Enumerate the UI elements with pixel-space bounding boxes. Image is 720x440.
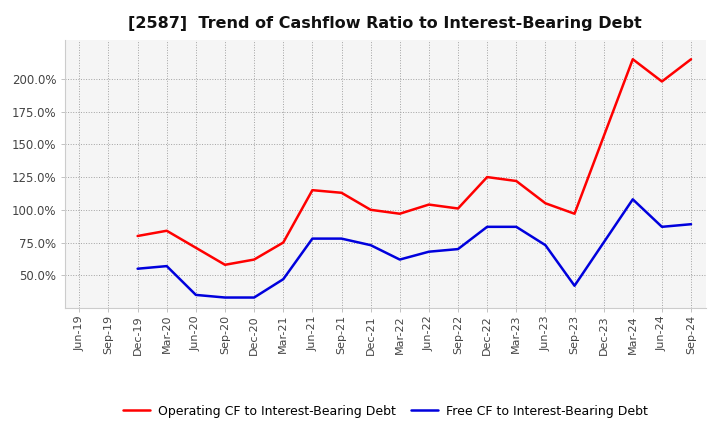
Operating CF to Interest-Bearing Debt xyxy=(220,262,229,268)
Free CF to Interest-Bearing Debt xyxy=(279,277,287,282)
Free CF to Interest-Bearing Debt xyxy=(570,283,579,288)
Operating CF to Interest-Bearing Debt xyxy=(454,206,462,211)
Operating CF to Interest-Bearing Debt xyxy=(687,57,696,62)
Line: Operating CF to Interest-Bearing Debt: Operating CF to Interest-Bearing Debt xyxy=(138,59,691,265)
Operating CF to Interest-Bearing Debt xyxy=(395,211,404,216)
Title: [2587]  Trend of Cashflow Ratio to Interest-Bearing Debt: [2587] Trend of Cashflow Ratio to Intere… xyxy=(128,16,642,32)
Operating CF to Interest-Bearing Debt xyxy=(425,202,433,207)
Free CF to Interest-Bearing Debt xyxy=(512,224,521,230)
Operating CF to Interest-Bearing Debt xyxy=(629,57,637,62)
Free CF to Interest-Bearing Debt xyxy=(687,222,696,227)
Free CF to Interest-Bearing Debt xyxy=(308,236,317,241)
Free CF to Interest-Bearing Debt xyxy=(250,295,258,300)
Free CF to Interest-Bearing Debt xyxy=(192,292,200,297)
Free CF to Interest-Bearing Debt xyxy=(337,236,346,241)
Operating CF to Interest-Bearing Debt xyxy=(163,228,171,233)
Operating CF to Interest-Bearing Debt xyxy=(366,207,375,213)
Operating CF to Interest-Bearing Debt xyxy=(512,178,521,183)
Free CF to Interest-Bearing Debt xyxy=(366,242,375,248)
Free CF to Interest-Bearing Debt xyxy=(657,224,666,230)
Operating CF to Interest-Bearing Debt xyxy=(541,201,550,206)
Operating CF to Interest-Bearing Debt xyxy=(279,240,287,245)
Free CF to Interest-Bearing Debt xyxy=(163,264,171,269)
Legend: Operating CF to Interest-Bearing Debt, Free CF to Interest-Bearing Debt: Operating CF to Interest-Bearing Debt, F… xyxy=(118,400,652,423)
Free CF to Interest-Bearing Debt xyxy=(425,249,433,254)
Free CF to Interest-Bearing Debt xyxy=(454,246,462,252)
Operating CF to Interest-Bearing Debt xyxy=(133,233,142,238)
Operating CF to Interest-Bearing Debt xyxy=(570,211,579,216)
Free CF to Interest-Bearing Debt xyxy=(133,266,142,271)
Free CF to Interest-Bearing Debt xyxy=(483,224,492,230)
Free CF to Interest-Bearing Debt xyxy=(629,197,637,202)
Operating CF to Interest-Bearing Debt xyxy=(337,190,346,195)
Operating CF to Interest-Bearing Debt xyxy=(483,174,492,180)
Operating CF to Interest-Bearing Debt xyxy=(308,187,317,193)
Operating CF to Interest-Bearing Debt xyxy=(250,257,258,262)
Free CF to Interest-Bearing Debt xyxy=(220,295,229,300)
Line: Free CF to Interest-Bearing Debt: Free CF to Interest-Bearing Debt xyxy=(138,199,691,297)
Free CF to Interest-Bearing Debt xyxy=(541,242,550,248)
Free CF to Interest-Bearing Debt xyxy=(395,257,404,262)
Operating CF to Interest-Bearing Debt xyxy=(657,79,666,84)
